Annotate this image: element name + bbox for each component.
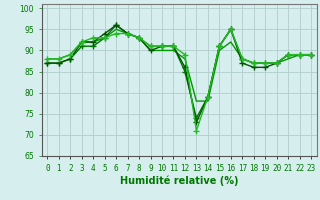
X-axis label: Humidité relative (%): Humidité relative (%)	[120, 175, 238, 186]
